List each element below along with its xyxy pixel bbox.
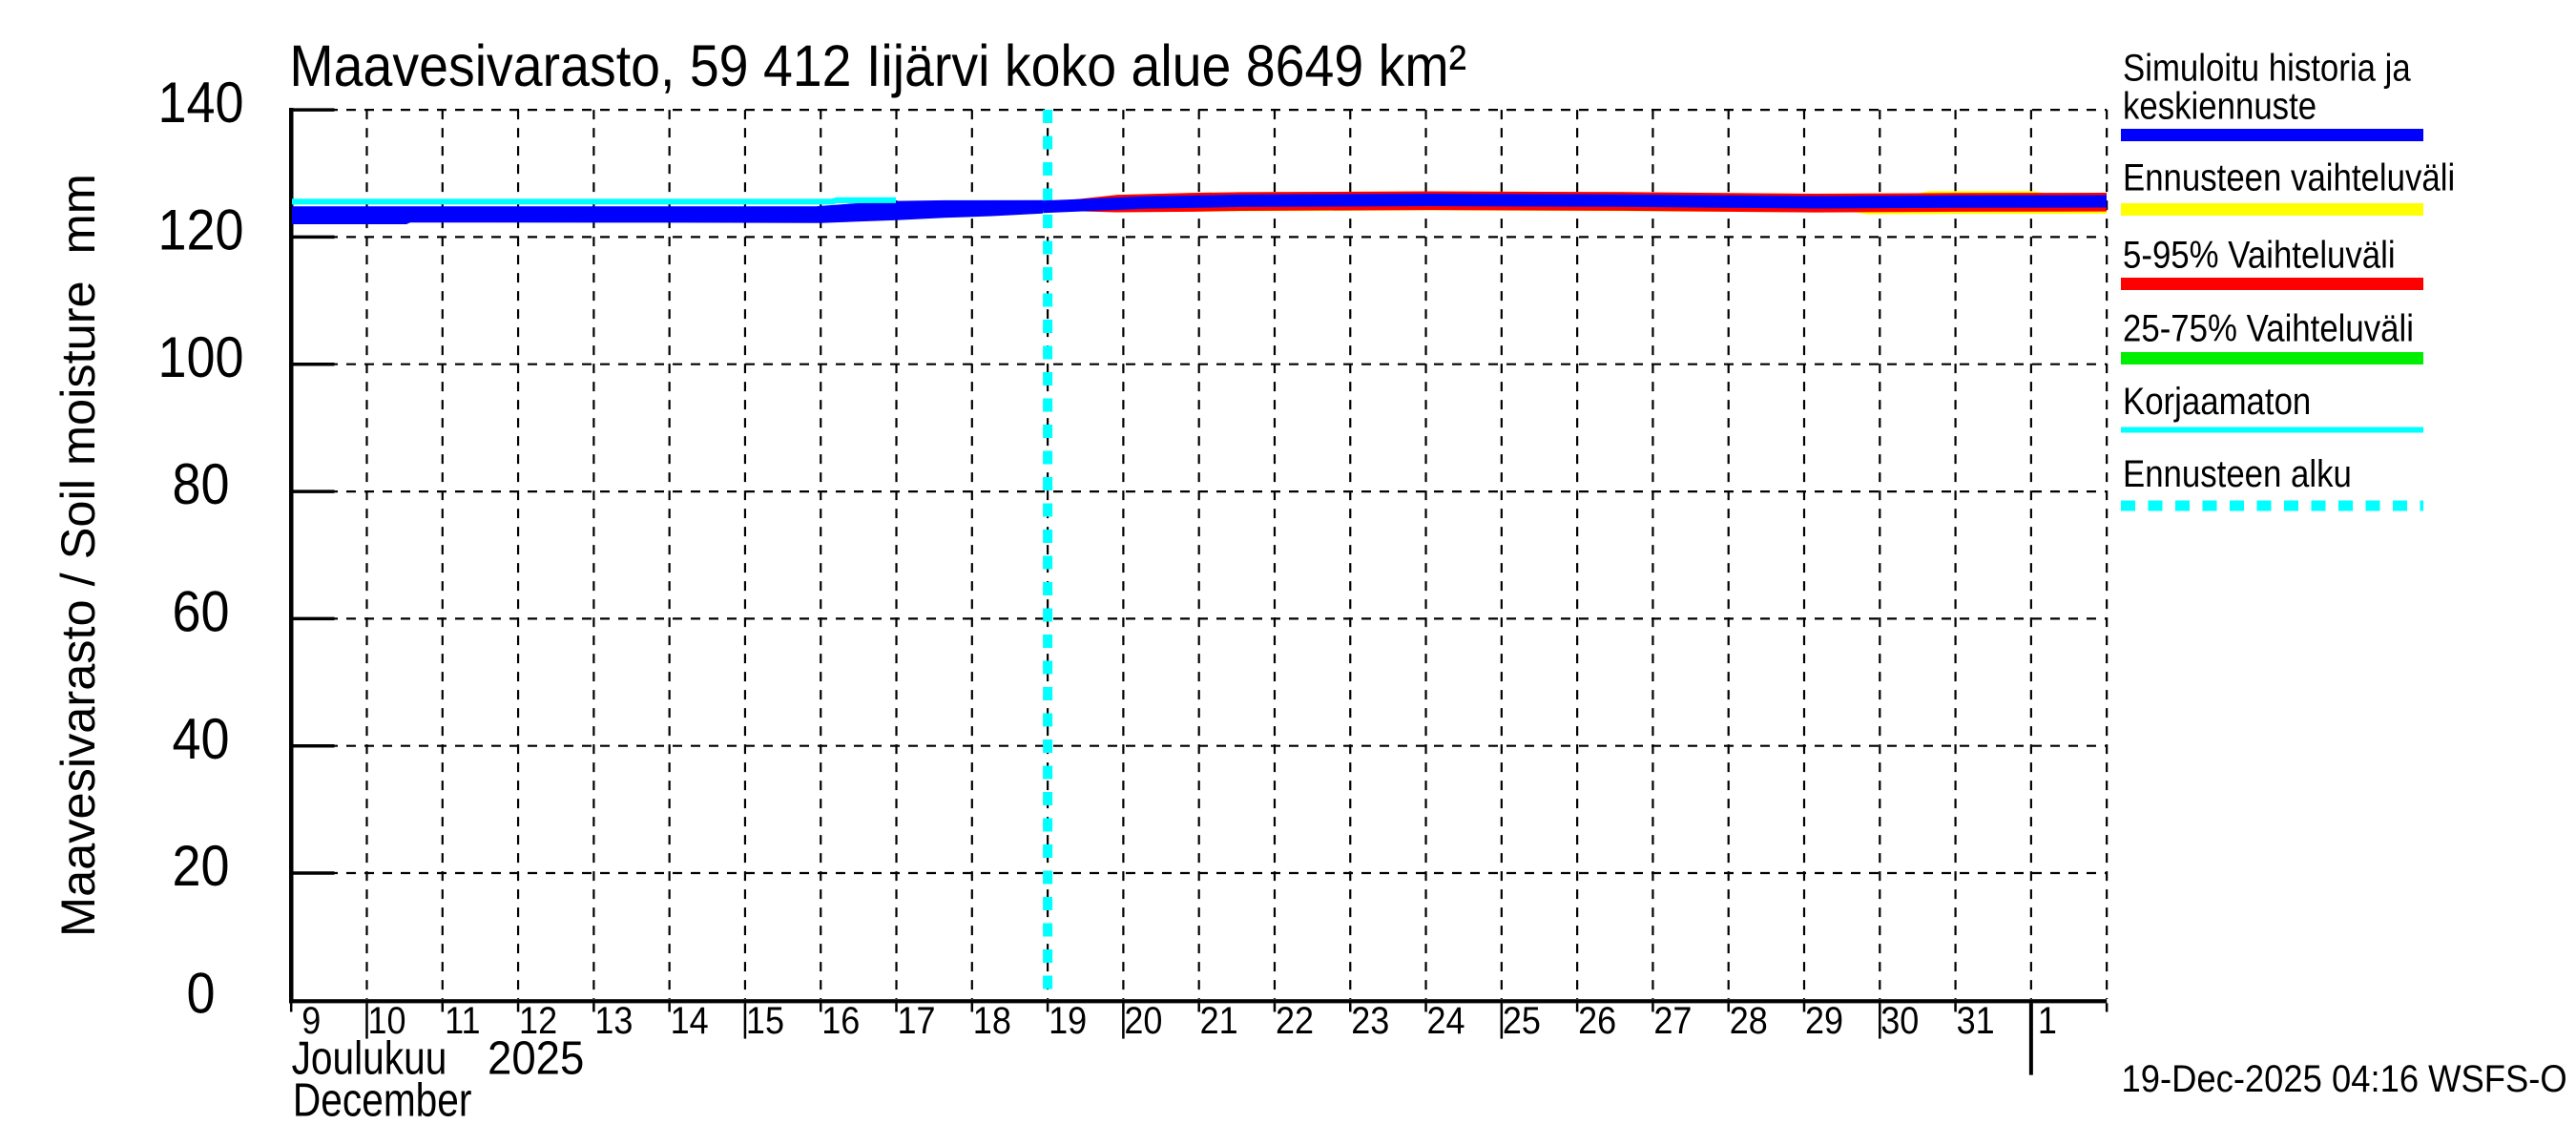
svg-text:Ennusteen vaihteluväli: Ennusteen vaihteluväli (2123, 156, 2455, 198)
svg-text:0: 0 (186, 962, 215, 1026)
svg-text:19-Dec-2025 04:16 WSFS-O: 19-Dec-2025 04:16 WSFS-O (2122, 1058, 2567, 1101)
svg-text:20: 20 (172, 834, 229, 898)
svg-text:100: 100 (157, 325, 243, 389)
svg-text:29: 29 (1805, 1000, 1843, 1042)
svg-text:120: 120 (157, 198, 243, 262)
svg-text:16: 16 (821, 1000, 860, 1042)
svg-text:12: 12 (519, 1000, 557, 1042)
svg-text:Maavesivarasto, 59 412 Iijärvi: Maavesivarasto, 59 412 Iijärvi koko alue… (289, 34, 1466, 99)
svg-text:25: 25 (1503, 1000, 1541, 1042)
svg-text:20: 20 (1124, 1000, 1162, 1042)
svg-text:keskiennuste: keskiennuste (2123, 84, 2316, 127)
svg-text:30: 30 (1880, 1000, 1919, 1042)
svg-text:18: 18 (973, 1000, 1011, 1042)
svg-text:11: 11 (445, 1000, 480, 1042)
svg-text:31: 31 (1957, 1000, 1995, 1042)
svg-text:21: 21 (1200, 1000, 1238, 1042)
svg-text:24: 24 (1427, 1000, 1465, 1042)
svg-text:17: 17 (897, 1000, 935, 1042)
svg-text:2025: 2025 (488, 1032, 584, 1085)
svg-text:Joulukuu: Joulukuu (292, 1031, 447, 1084)
svg-text:23: 23 (1351, 1000, 1389, 1042)
svg-text:Korjaamaton: Korjaamaton (2123, 380, 2311, 423)
svg-text:1: 1 (2038, 1000, 2057, 1042)
svg-text:60: 60 (172, 580, 229, 644)
svg-text:December: December (293, 1073, 472, 1126)
svg-text:15: 15 (746, 1000, 784, 1042)
svg-text:13: 13 (594, 1000, 633, 1042)
svg-text:140: 140 (157, 71, 243, 135)
svg-text:Ennusteen alku: Ennusteen alku (2123, 452, 2352, 495)
svg-text:14: 14 (671, 1000, 709, 1042)
svg-text:80: 80 (172, 452, 229, 516)
svg-text:5-95% Vaihteluväli: 5-95% Vaihteluväli (2123, 233, 2396, 276)
svg-text:40: 40 (172, 707, 229, 771)
svg-text:9: 9 (301, 1000, 321, 1042)
svg-text:19: 19 (1049, 1000, 1087, 1042)
svg-text:Simuloitu historia ja: Simuloitu historia ja (2123, 46, 2411, 89)
svg-text:28: 28 (1730, 1000, 1768, 1042)
svg-text:22: 22 (1276, 1000, 1314, 1042)
svg-text:10: 10 (367, 1000, 405, 1042)
svg-text:26: 26 (1578, 1000, 1616, 1042)
svg-text:25-75% Vaihteluväli: 25-75% Vaihteluväli (2123, 306, 2414, 349)
svg-text:Maavesivarasto / Soil moisture: Maavesivarasto / Soil moisture mm (52, 174, 105, 937)
svg-text:27: 27 (1653, 1000, 1692, 1042)
